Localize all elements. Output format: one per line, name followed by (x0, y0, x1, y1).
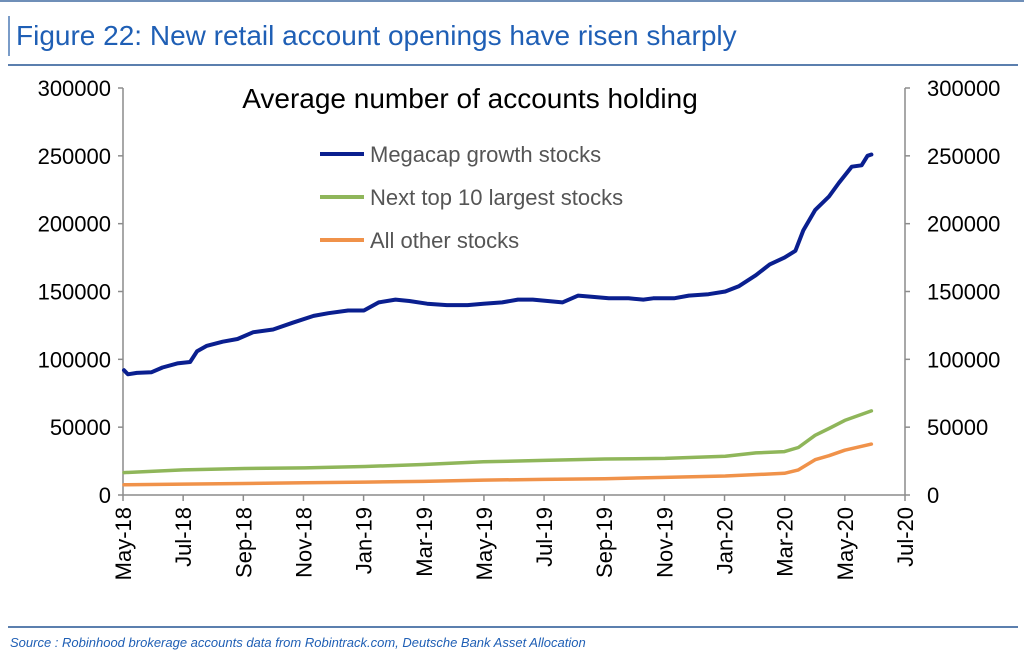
x-tick-label: May-20 (833, 507, 858, 580)
y-tick-label-right: 0 (927, 483, 939, 508)
y-tick-label-right: 250000 (927, 144, 1000, 169)
x-tick-label: Jul-19 (532, 507, 557, 567)
y-tick-label-right: 150000 (927, 280, 1000, 305)
legend-label: All other stocks (370, 228, 519, 253)
x-tick-label: Sep-19 (592, 507, 617, 578)
x-tick-label: Jul-18 (171, 507, 196, 567)
chart-title: Average number of accounts holding (242, 83, 698, 114)
y-tick-label-left: 200000 (38, 212, 111, 237)
y-tick-label-left: 50000 (50, 415, 111, 440)
x-tick-label: Jul-20 (893, 507, 918, 567)
x-tick-label: Mar-20 (773, 507, 798, 577)
series-line (122, 152, 874, 377)
source-divider (8, 626, 1018, 628)
x-tick-label: Nov-19 (652, 507, 677, 578)
y-tick-label-left: 250000 (38, 144, 111, 169)
x-tick-label: May-19 (472, 507, 497, 580)
figure-header: Figure 22: New retail account openings h… (0, 0, 1024, 68)
series-lines (122, 152, 874, 487)
y-tick-label-left: 150000 (38, 280, 111, 305)
series-line (122, 442, 874, 487)
y-tick-label-right: 50000 (927, 415, 988, 440)
figure-title: Figure 22: New retail account openings h… (8, 16, 737, 56)
y-tick-label-right: 100000 (927, 347, 1000, 372)
series-line (122, 409, 874, 475)
y-tick-label-left: 300000 (38, 76, 111, 101)
title-divider (8, 64, 1018, 66)
y-tick-label-left: 0 (99, 483, 111, 508)
x-tick-label: Nov-18 (291, 507, 316, 578)
y-tick-label-right: 200000 (927, 212, 1000, 237)
x-tick-label: Sep-18 (231, 507, 256, 578)
source-note: Source : Robinhood brokerage accounts da… (10, 635, 586, 650)
x-tick-label: Mar-19 (412, 507, 437, 577)
legend-label: Megacap growth stocks (370, 142, 601, 167)
axes: 0 0 50000 50000 100000 100000 150000 150000 2000… (38, 76, 1001, 580)
x-tick-label: Jan-19 (352, 507, 377, 574)
legend: Megacap growth stocks Next top 10 largest… (320, 142, 623, 253)
x-tick-label: May-18 (111, 507, 136, 580)
legend-label: Next top 10 largest stocks (370, 185, 623, 210)
line-chart: Average number of accounts holding 0 0 500… (38, 76, 1001, 580)
y-tick-label-left: 100000 (38, 347, 111, 372)
y-tick-label-right: 300000 (927, 76, 1000, 101)
x-tick-label: Jan-20 (713, 507, 738, 574)
